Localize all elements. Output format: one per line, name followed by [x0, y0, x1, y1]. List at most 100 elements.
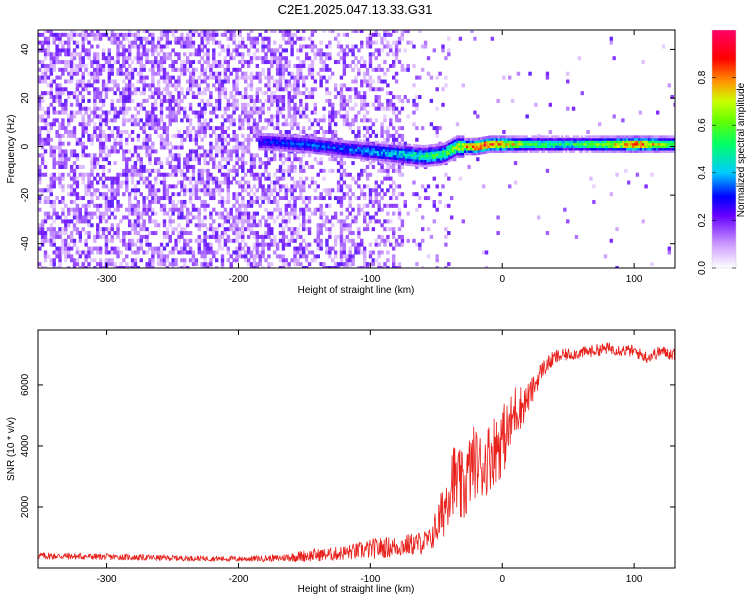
- spectrogram-cell: [142, 30, 146, 33]
- spectrogram-cell: [165, 40, 170, 45]
- spectrogram-cell: [206, 83, 210, 88]
- spectrogram-ridge-cell: [349, 150, 352, 154]
- spectrogram-cell: [281, 36, 286, 41]
- spectrogram-ridge-cell: [266, 147, 269, 151]
- spectrogram-ridge-cell: [416, 146, 419, 150]
- spectrogram-cell: [212, 145, 216, 150]
- spectrogram-cell: [212, 161, 216, 166]
- spectrogram-cell: [197, 44, 201, 49]
- spectrogram-ridge-cell: [341, 144, 344, 148]
- spectrogram-cell: [212, 219, 216, 224]
- spectrogram-cell: [391, 231, 396, 236]
- spectrogram-cell: [397, 48, 402, 53]
- spectrogram-cell: [84, 63, 88, 68]
- spectrogram-cell: [229, 149, 233, 154]
- spectrogram-cell: [296, 79, 300, 84]
- spectrogram-cell: [174, 36, 178, 41]
- spectrogram-cell: [377, 219, 381, 224]
- spectrogram-cell: [386, 98, 390, 103]
- spectrogram-cell: [435, 133, 439, 138]
- spectrogram-cell: [377, 242, 381, 247]
- spectrogram-ridge-cell: [262, 137, 265, 141]
- spectrogram-ridge-cell: [376, 148, 380, 152]
- spectrogram-cell: [365, 118, 370, 123]
- spectrogram-cell: [200, 180, 204, 185]
- spectrogram-cell: [258, 98, 262, 103]
- spectrogram-cell: [302, 180, 306, 185]
- spectrogram-cell: [249, 203, 254, 208]
- spectrogram-ridge-cell: [301, 135, 305, 139]
- spectrogram-cell: [377, 250, 381, 255]
- spectrogram-cell: [252, 242, 257, 247]
- spectrogram-cell: [151, 48, 155, 53]
- spectrogram-cell: [145, 250, 149, 255]
- spectrogram-cell: [214, 188, 219, 193]
- spectrogram-ridge-cell: [438, 160, 441, 164]
- spectrogram-cell: [165, 192, 170, 197]
- spectrogram-cell: [365, 44, 370, 49]
- spectrogram-cell: [203, 52, 207, 57]
- spectrogram-cell: [78, 196, 83, 201]
- spectrogram-cell: [81, 36, 85, 41]
- spectrogram-ridge-cell: [270, 145, 273, 149]
- spectrogram-cell: [203, 87, 207, 92]
- spectrogram-cell: [214, 176, 219, 181]
- spectrogram-cell: [244, 91, 248, 96]
- spectrogram-cell: [75, 227, 80, 232]
- spectrogram-cell: [316, 246, 320, 251]
- spectrogram-cell: [270, 242, 274, 247]
- spectrogram-cell: [264, 223, 268, 228]
- spectrogram-cell: [84, 203, 88, 208]
- spectrogram-cell: [49, 67, 54, 72]
- spectrogram-cell: [139, 60, 143, 65]
- spectrogram-cell: [180, 44, 184, 49]
- spectrogram-cell: [206, 56, 210, 61]
- spectrogram-cell: [133, 40, 138, 45]
- spectrogram-cell: [310, 87, 315, 92]
- spectrogram-cell: [197, 145, 201, 150]
- spectrogram-cell: [183, 266, 187, 268]
- spectrogram-cell: [281, 184, 286, 189]
- spectrogram-cell: [174, 98, 178, 103]
- spectrogram-cell: [420, 184, 425, 189]
- spectrogram-cell: [302, 219, 306, 224]
- spectrogram-cell: [133, 231, 138, 236]
- spectrogram-cell: [116, 176, 120, 181]
- spectrogram-cell: [67, 219, 71, 224]
- spectrogram-cell: [203, 246, 207, 251]
- spectrogram-cell: [455, 122, 460, 127]
- spectrogram-cell: [339, 196, 344, 201]
- spectrogram-cell: [386, 176, 390, 181]
- spectrogram-ridge-cell: [384, 158, 388, 162]
- spectrogram-cell: [127, 79, 132, 84]
- spectrogram-ridge-cell: [280, 138, 283, 142]
- spectrogram-cell: [191, 164, 196, 169]
- spectrogram-cell: [252, 258, 257, 263]
- spectrogram-cell: [284, 192, 289, 197]
- spectrogram-cell: [113, 161, 117, 166]
- spectrogram-cell: [313, 102, 318, 107]
- spectrogram-cell: [113, 91, 117, 96]
- spectrogram-ridge-cell: [394, 144, 398, 148]
- spectrogram-cell: [125, 246, 129, 251]
- spectrogram-ridge-cell: [311, 143, 315, 147]
- spectrogram-cell: [244, 254, 248, 259]
- spectrogram-cell: [351, 44, 355, 49]
- spectrogram-cell: [154, 188, 158, 193]
- spectrogram-ridge-cell: [434, 150, 437, 154]
- spectrogram-cell: [226, 44, 230, 49]
- spectrogram-cell: [101, 266, 106, 268]
- spectrogram-cell: [61, 164, 65, 169]
- spectrogram-cell: [255, 211, 260, 216]
- spectrogram-cell: [206, 168, 210, 173]
- spectrogram-ridge-cell: [416, 151, 419, 155]
- spectrogram-cell: [316, 196, 320, 201]
- spectrogram-cell: [64, 106, 68, 111]
- spectrogram-cell: [58, 87, 62, 92]
- spectrogram-cell: [98, 215, 103, 220]
- spectrogram-ridge-cell: [264, 142, 267, 146]
- spectrogram-cell: [220, 203, 225, 208]
- spectrogram-cell: [151, 91, 155, 96]
- spectrogram-cell: [127, 211, 132, 216]
- spectrogram-cell: [319, 157, 323, 162]
